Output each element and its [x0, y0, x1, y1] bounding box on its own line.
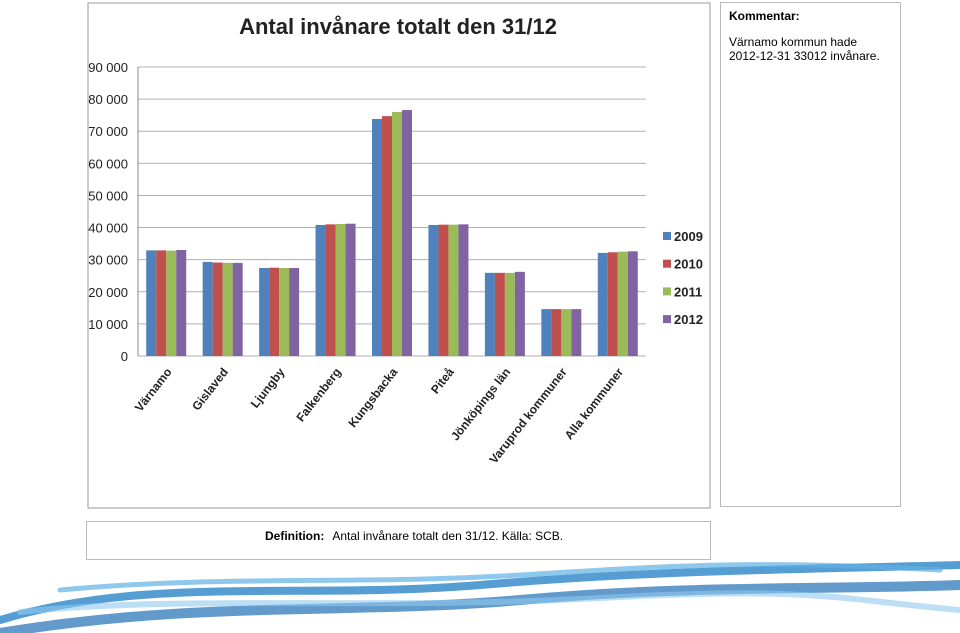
y-tick-label: 70 000: [88, 124, 128, 139]
legend-label: 2010: [674, 257, 703, 272]
y-tick-label: 40 000: [88, 221, 128, 236]
bar: [325, 224, 336, 356]
bar: [382, 116, 392, 356]
bar: [222, 262, 233, 356]
bar: [571, 309, 582, 356]
legend-label: 2012: [674, 312, 703, 327]
bar: [402, 110, 412, 356]
definition-text: Antal invånare totalt den 31/12. Källa: …: [332, 529, 564, 543]
comment-box: Kommentar: Värnamo kommun hade 2012-12-3…: [720, 2, 901, 507]
y-tick-label: 10 000: [88, 317, 128, 332]
bar: [315, 224, 326, 356]
bar: [551, 309, 562, 356]
waves: [0, 561, 960, 633]
y-tick-label: 0: [121, 349, 128, 364]
bar: [259, 268, 270, 356]
bar: [617, 251, 628, 356]
bar: [146, 250, 157, 356]
bar: [289, 268, 300, 356]
bar: [392, 111, 402, 356]
bar: [627, 251, 638, 356]
bar: [494, 272, 505, 356]
comment-line: 2012-12-31 33012 invånare.: [729, 49, 880, 63]
bar: [335, 224, 346, 356]
bar: [202, 261, 213, 356]
bar: [504, 272, 515, 356]
y-tick-label: 90 000: [88, 60, 128, 75]
bar: [484, 272, 495, 356]
bar: [269, 267, 280, 356]
bar: [514, 271, 525, 356]
legend-swatch: [663, 315, 671, 324]
bar: [156, 250, 167, 356]
legend-label: 2009: [674, 229, 703, 244]
chart-title: Antal invånare totalt den 31/12: [239, 14, 557, 39]
bar: [176, 249, 187, 356]
y-tick-label: 60 000: [88, 156, 128, 171]
bar: [438, 224, 449, 356]
bar: [166, 250, 177, 356]
bar: [607, 252, 618, 356]
comment-line: Värnamo kommun hade: [729, 35, 858, 49]
bar: [279, 268, 290, 356]
y-tick-label: 80 000: [88, 92, 128, 107]
y-tick-label: 30 000: [88, 253, 128, 268]
bar: [372, 119, 382, 357]
bar: [541, 309, 552, 356]
y-tick-label: 50 000: [88, 188, 128, 203]
bar: [458, 224, 469, 356]
bar: [597, 252, 608, 356]
bar: [448, 224, 459, 356]
legend-swatch: [663, 232, 671, 240]
bar: [232, 262, 243, 356]
bar: [345, 223, 356, 356]
bar: [212, 262, 223, 356]
comment-heading: Kommentar:: [729, 9, 800, 23]
bar: [428, 224, 439, 356]
definition-heading: Definition:: [265, 529, 325, 543]
legend-label: 2011: [674, 284, 702, 299]
legend-swatch: [663, 259, 671, 268]
legend-swatch: [663, 287, 671, 296]
y-tick-label: 20 000: [88, 285, 128, 300]
bar: [561, 309, 572, 356]
definition-box: Definition: Antal invånare totalt den 31/…: [86, 521, 711, 560]
